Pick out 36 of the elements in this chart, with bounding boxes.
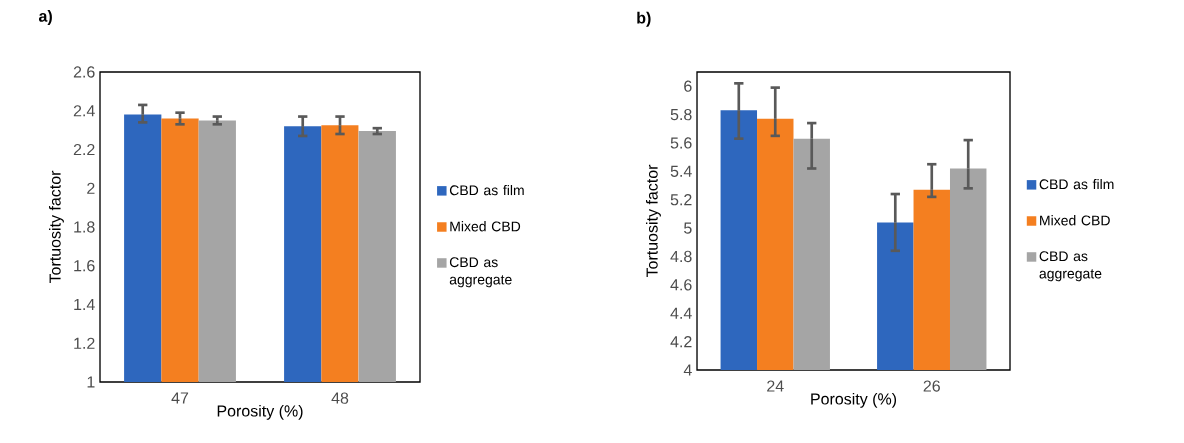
y-tick-label: 5.8: [670, 108, 692, 121]
y-tick-label: 1.4: [74, 299, 95, 310]
x-tick-label: 24: [767, 380, 784, 392]
legend-label: Mixed CBD: [1040, 215, 1110, 226]
y-axis-title: Tortuosity factor: [48, 170, 64, 284]
x-tick-label: 48: [331, 392, 349, 404]
y-tick-label: 2: [87, 182, 95, 194]
y-tick-label: 1: [87, 376, 95, 388]
x-tick-label: 26: [923, 380, 940, 392]
y-tick-label: 4.4: [670, 307, 692, 319]
y-axis-title: Tortuosity factor: [646, 164, 661, 278]
y-tick-label: 2.6: [73, 66, 95, 78]
x-axis-title: Porosity (%): [811, 392, 897, 408]
chart-title: b): [637, 11, 651, 27]
legend-label: CBD as film: [449, 184, 524, 196]
y-tick-label: 4.8: [670, 250, 692, 263]
y-tick-label: 6: [684, 80, 692, 92]
y-tick-label: 2.2: [73, 143, 95, 156]
y-tick-label: 4.2: [670, 336, 692, 348]
y-tick-label: 4.6: [670, 279, 692, 291]
y-tick-label: 5: [684, 222, 692, 234]
y-tick-label: 4: [683, 364, 692, 376]
y-tick-label: 2.4: [73, 105, 95, 117]
x-tick-label: 47: [171, 392, 189, 404]
y-tick-label: 1.6: [74, 260, 95, 272]
y-tick-label: 1.8: [74, 221, 95, 233]
legend-label: Mixed CBD: [450, 221, 521, 232]
legend-label: CBD as film: [1039, 178, 1114, 190]
y-tick-label: 1.2: [74, 337, 95, 349]
y-tick-label: 5.2: [670, 194, 692, 206]
y-tick-label: 5.6: [670, 137, 692, 149]
legend-label: CBD as aggregate: [449, 257, 512, 288]
x-axis-title: Porosity (%): [217, 404, 303, 420]
legend-label: CBD as aggregate: [1039, 251, 1102, 282]
chart-title: a): [38, 10, 52, 25]
y-tick-label: 5.4: [670, 165, 692, 177]
